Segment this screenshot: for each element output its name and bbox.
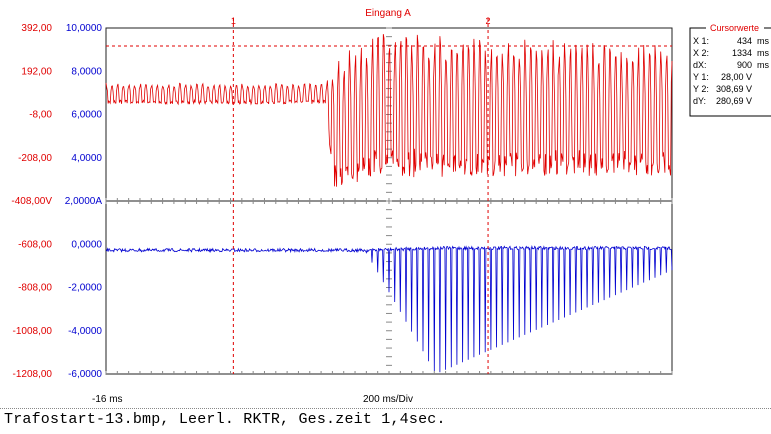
right-axis-ticks: 10,0000 8,0000 6,0000 4,0000 2,0000A 0,0000 -2… [65, 23, 103, 380]
left-tick-label: -808,00 [18, 283, 52, 294]
left-tick-label: 192,00 [21, 66, 52, 77]
trace-channel-a [105, 34, 673, 187]
left-tick-label: -408,00V [11, 196, 52, 207]
right-tick-label: 4,0000 [71, 153, 102, 164]
cursor-row-value: 308,69 V [716, 84, 752, 94]
cursor-row-label: Y 1: [693, 72, 709, 82]
cursor-label: 1 [231, 16, 236, 26]
cursor-label: 2 [486, 16, 491, 26]
left-tick-label: -1008,00 [13, 326, 53, 337]
chart-title: Eingang A [365, 8, 411, 19]
left-tick-label: -608,00 [18, 239, 52, 250]
right-tick-label: 8,0000 [71, 66, 102, 77]
trace-b-path [106, 245, 673, 373]
left-tick-label: 392,00 [21, 23, 52, 34]
x-scale-label: 200 ms/Div [363, 394, 413, 405]
file-caption: Trafostart-13.bmp, Leerl. RKTR, Ges.zeit… [4, 411, 446, 428]
cursor-row-label: dX: [693, 60, 707, 70]
cursor-row-unit: ms [757, 60, 769, 70]
cursor-row-value: 1334 [732, 48, 752, 58]
cursor-row-unit: ms [757, 36, 769, 46]
left-axis-ticks: 392,00 192,00 -8,00 -208,00 -408,00V -608,00 -… [11, 23, 52, 380]
right-tick-label: 10,0000 [66, 23, 103, 34]
cursor-row-value: 434 [737, 36, 752, 46]
right-tick-label: 2,0000A [65, 196, 103, 207]
right-tick-label: -4,0000 [68, 326, 102, 337]
right-tick-label: -6,0000 [68, 369, 102, 380]
left-tick-label: -208,00 [18, 153, 52, 164]
right-tick-label: 0,0000 [71, 239, 102, 250]
cursor-row-value: 28,00 V [721, 72, 752, 82]
caption-divider [0, 408, 771, 409]
cursor-panel[interactable]: Cursorwerte X 1: 434 ms X 2: 1334 ms dX: 900 ms Y… [689, 22, 771, 117]
left-tick-label: -8,00 [29, 110, 52, 121]
cursor-row-label: X 1: [693, 36, 709, 46]
right-tick-label: -2,0000 [68, 283, 102, 294]
x-start-label: -16 ms [92, 394, 123, 405]
cursor-row-label: X 2: [693, 48, 709, 58]
cursor-panel-title: Cursorwerte [710, 23, 759, 33]
trace-a-path [105, 34, 673, 187]
cursor-row-value: 280,69 V [716, 96, 752, 106]
cursor-row-unit: ms [757, 48, 769, 58]
cursor-row-label: dY: [693, 96, 706, 106]
trace-channel-b [106, 245, 673, 373]
left-tick-label: -1208,00 [13, 369, 53, 380]
right-tick-label: 6,0000 [71, 110, 102, 121]
cursor-row-value: 900 [737, 60, 752, 70]
cursor-row-label: Y 2: [693, 84, 709, 94]
